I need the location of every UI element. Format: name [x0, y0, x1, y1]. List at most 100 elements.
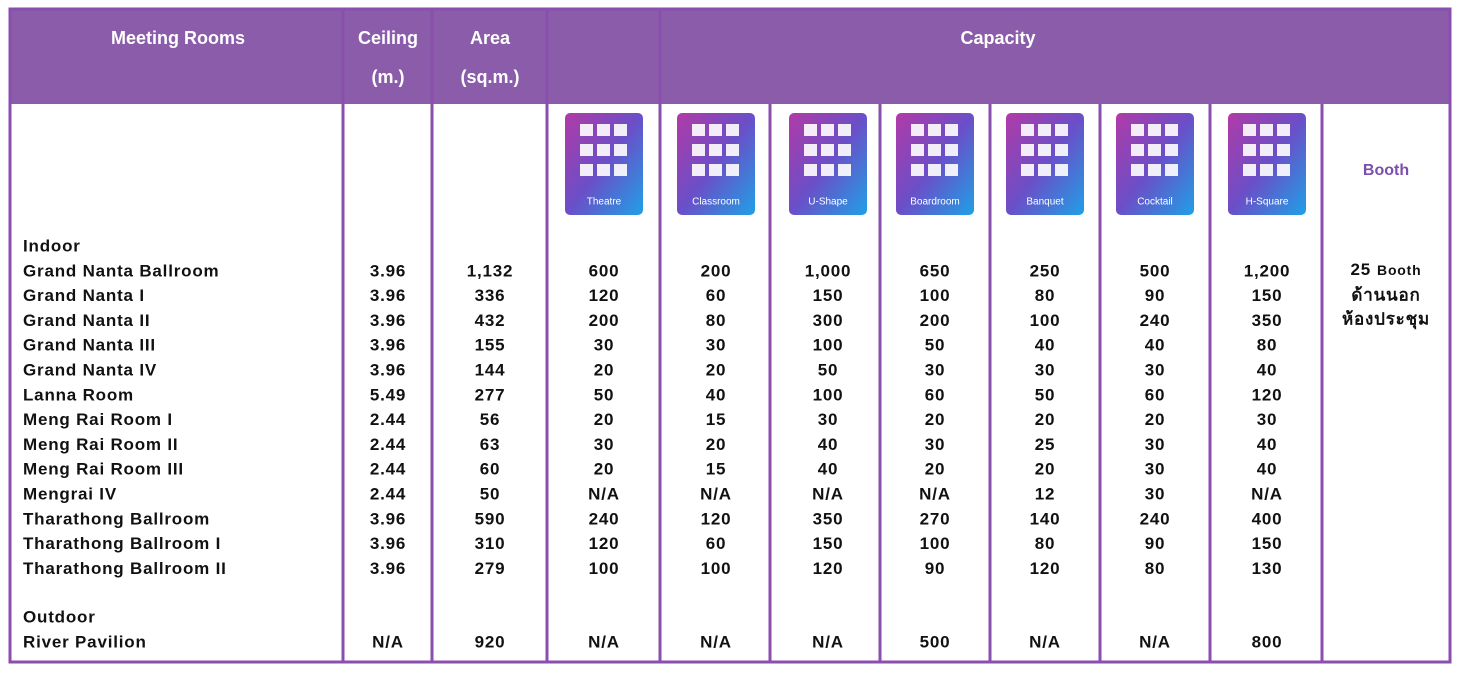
table-border — [8, 7, 1452, 664]
cell-value: N/A — [700, 484, 732, 503]
cell-value: 90 — [925, 559, 946, 578]
icon-glyph — [1277, 144, 1290, 156]
section-title: Indoor — [23, 236, 81, 255]
icon-glyph — [1243, 144, 1256, 156]
icon-glyph — [1131, 144, 1144, 156]
icon-glyph — [838, 144, 851, 156]
icon-glyph — [1148, 164, 1161, 176]
cell-value: 270 — [920, 509, 951, 528]
icon-glyph — [614, 144, 627, 156]
icon-glyph — [580, 164, 593, 176]
icon-glyph — [1165, 144, 1178, 156]
cell-value: 50 — [925, 336, 946, 355]
cell-value: 120 — [813, 559, 844, 578]
cell-value: 300 — [813, 311, 844, 330]
layout-label: Boardroom — [910, 197, 959, 208]
cell-value: 80 — [1257, 336, 1278, 355]
icon-glyph — [709, 144, 722, 156]
room-name: Meng Rai Room I — [23, 410, 173, 429]
icon-glyph — [597, 164, 610, 176]
cell-value: 100 — [813, 336, 844, 355]
header-text: Meeting Rooms — [111, 28, 245, 48]
icon-glyph — [1021, 124, 1034, 136]
icon-glyph — [1148, 124, 1161, 136]
column-lines — [341, 9, 1324, 662]
cell-value: 56 — [480, 410, 501, 429]
cell-value: N/A — [700, 632, 732, 651]
cell-value: 2.44 — [370, 410, 406, 429]
icon-glyph — [1277, 124, 1290, 136]
cell-value: 100 — [920, 286, 951, 305]
cell-value: 20 — [1145, 410, 1166, 429]
icon-glyph — [614, 164, 627, 176]
icon-glyph — [580, 124, 593, 136]
icon-glyph — [692, 144, 705, 156]
cell-value: 25 — [1035, 435, 1056, 454]
cell-value: 200 — [920, 311, 951, 330]
cell-value: 50 — [594, 385, 615, 404]
cell-value: 144 — [475, 360, 506, 379]
room-name: Grand Nanta II — [23, 311, 150, 330]
cell-value: 500 — [920, 632, 951, 651]
layout-label: H-Square — [1246, 197, 1289, 208]
room-name: Grand Nanta Ballroom — [23, 261, 219, 280]
cell-value: 40 — [1257, 360, 1278, 379]
cell-value: 80 — [706, 311, 727, 330]
cell-value: 50 — [818, 360, 839, 379]
icon-glyph — [1038, 124, 1051, 136]
cell-value: 150 — [813, 286, 844, 305]
header-text: Capacity — [960, 28, 1035, 48]
cell-value: 920 — [475, 632, 506, 651]
icon-glyph — [597, 144, 610, 156]
cell-value: 30 — [1145, 484, 1166, 503]
cell-value: N/A — [588, 484, 620, 503]
cell-value: 200 — [701, 261, 732, 280]
icon-glyph — [804, 124, 817, 136]
layout-label: Theatre — [587, 197, 622, 208]
cell-value: 1,200 — [1244, 261, 1291, 280]
icon-glyph — [911, 164, 924, 176]
cell-value: 40 — [818, 460, 839, 479]
layout-label: Banquet — [1026, 197, 1063, 208]
icon-glyph — [726, 124, 739, 136]
cell-value: 240 — [1140, 311, 1171, 330]
icon-glyph — [945, 144, 958, 156]
icon-glyph — [821, 144, 834, 156]
cell-value: 310 — [475, 534, 506, 553]
icon-glyph — [709, 164, 722, 176]
booth-note-line: ด้านนอก — [1351, 285, 1420, 304]
cell-value: 5.49 — [370, 385, 406, 404]
cell-value: 3.96 — [370, 261, 406, 280]
room-name: Mengrai IV — [23, 484, 117, 503]
cell-value: 3.96 — [370, 286, 406, 305]
icon-glyph — [692, 124, 705, 136]
icon-glyph — [1021, 164, 1034, 176]
icon-glyph — [1165, 124, 1178, 136]
icon-glyph — [945, 164, 958, 176]
cell-value: 40 — [1257, 460, 1278, 479]
cell-value: 3.96 — [370, 559, 406, 578]
booth-count: 25 — [1351, 260, 1372, 279]
icon-glyph — [1277, 164, 1290, 176]
room-name: Grand Nanta I — [23, 286, 145, 305]
cell-value: 150 — [1252, 286, 1283, 305]
icon-glyph — [911, 124, 924, 136]
cell-value: 2.44 — [370, 460, 406, 479]
cell-value: 3.96 — [370, 534, 406, 553]
cell-value: 20 — [594, 360, 615, 379]
cell-value: 120 — [1030, 559, 1061, 578]
cell-value: 650 — [920, 261, 951, 280]
room-name: Tharathong Ballroom II — [23, 559, 227, 578]
cell-value: 15 — [706, 410, 727, 429]
cell-value: 240 — [1140, 509, 1171, 528]
header-text: (sq.m.) — [460, 67, 519, 87]
cell-value: 60 — [925, 385, 946, 404]
cell-value: 130 — [1252, 559, 1283, 578]
cell-value: 200 — [589, 311, 620, 330]
cell-value: 30 — [1145, 460, 1166, 479]
icon-glyph — [838, 124, 851, 136]
cell-value: 30 — [1145, 435, 1166, 454]
cell-value: 30 — [1035, 360, 1056, 379]
icon-glyph — [614, 124, 627, 136]
cell-value: 3.96 — [370, 509, 406, 528]
